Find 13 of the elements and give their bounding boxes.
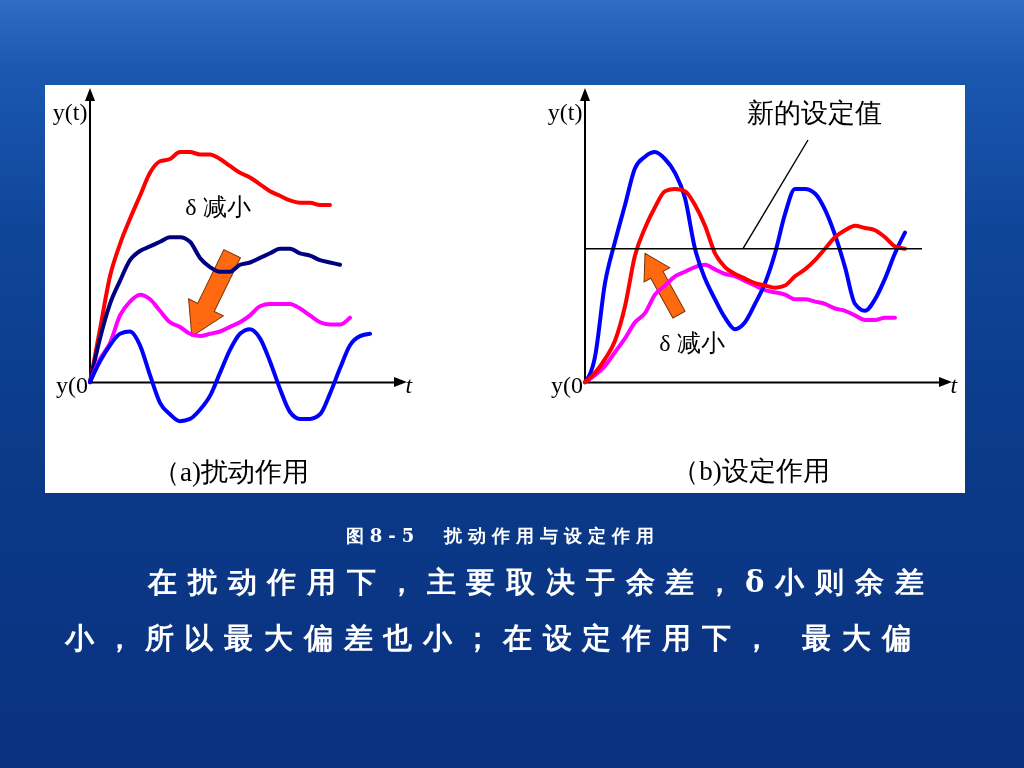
text: 在扰动作用下，主要取决于余差，δ小则余差小，所以最大偏差也小；在设定作用下， 最大偏 — [65, 564, 936, 657]
text: （b)设定作用 — [672, 455, 830, 486]
ref-line-label: 新的设定值 — [747, 98, 883, 128]
annotation: δ 减小 — [185, 194, 251, 220]
x-axis-title: t — [950, 371, 959, 398]
y-axis-title: y(t) — [547, 99, 583, 126]
caption: 图8-5 扰动作用与设定作用 — [344, 524, 662, 548]
y-axis-title: y(t) — [52, 99, 88, 126]
x-axis-title: t — [405, 371, 414, 398]
text: （a)扰动作用 — [153, 456, 309, 487]
text: y(0 — [551, 372, 583, 399]
annotation: δ 减小 — [659, 330, 725, 356]
text: y(0 — [56, 372, 88, 399]
